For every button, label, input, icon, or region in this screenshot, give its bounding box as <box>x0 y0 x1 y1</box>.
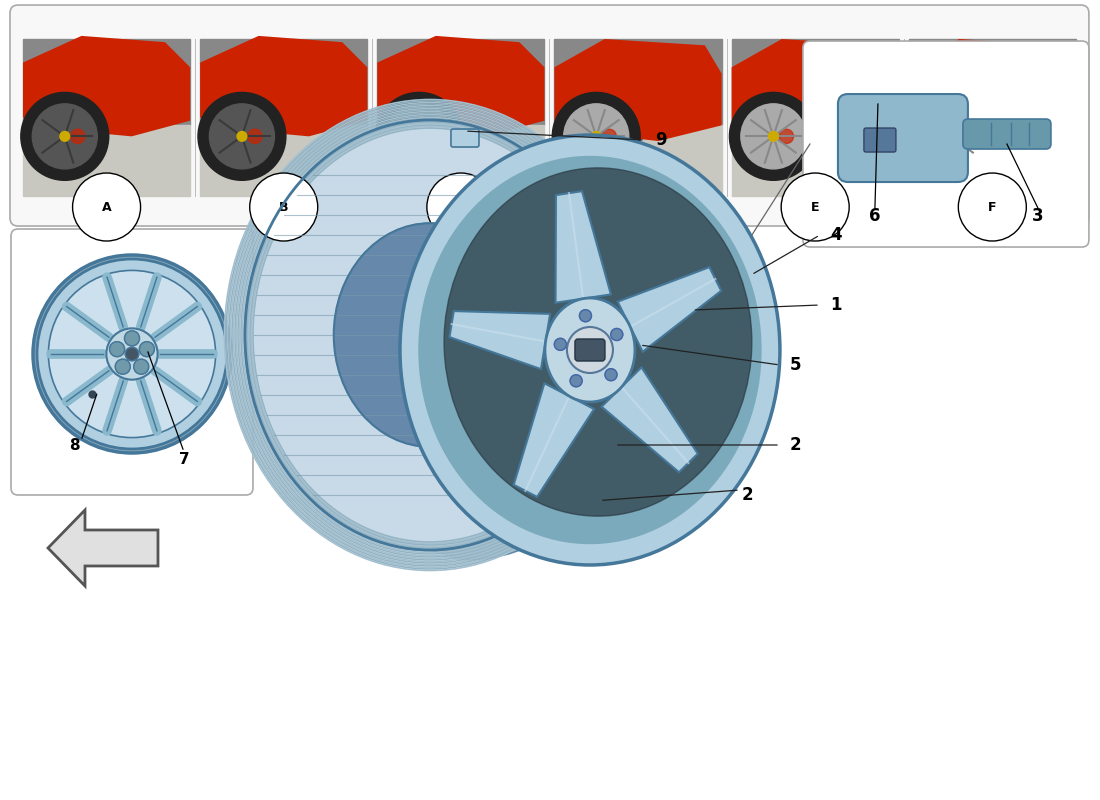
Text: 8: 8 <box>68 438 79 454</box>
Text: 2: 2 <box>790 436 802 454</box>
Bar <box>554 126 722 196</box>
Text: a passion for parts: a passion for parts <box>351 326 609 434</box>
Bar <box>732 126 899 196</box>
Polygon shape <box>732 39 899 141</box>
Bar <box>909 39 1076 126</box>
Ellipse shape <box>333 223 526 446</box>
Circle shape <box>741 104 806 169</box>
Text: DEPOT: DEPOT <box>886 178 1075 226</box>
Circle shape <box>59 131 69 142</box>
Ellipse shape <box>419 157 761 543</box>
Circle shape <box>552 93 640 180</box>
Circle shape <box>554 338 566 350</box>
Text: since 1985: since 1985 <box>485 399 615 461</box>
Circle shape <box>33 255 231 453</box>
Text: 3: 3 <box>1032 207 1044 225</box>
Polygon shape <box>602 367 697 472</box>
Circle shape <box>779 130 793 143</box>
Text: E: E <box>811 201 819 214</box>
FancyBboxPatch shape <box>11 229 253 495</box>
Ellipse shape <box>245 120 615 550</box>
Circle shape <box>956 130 970 143</box>
Text: B: B <box>279 201 288 214</box>
Bar <box>200 126 367 196</box>
FancyBboxPatch shape <box>10 5 1089 226</box>
Circle shape <box>209 104 275 169</box>
Text: A: A <box>102 201 111 214</box>
Circle shape <box>107 328 157 380</box>
Circle shape <box>198 93 286 180</box>
Bar <box>23 126 190 196</box>
Circle shape <box>21 93 109 180</box>
Circle shape <box>563 104 629 169</box>
Text: 1: 1 <box>829 296 842 314</box>
Text: C: C <box>456 201 465 214</box>
Polygon shape <box>450 311 550 369</box>
Circle shape <box>248 130 262 143</box>
Text: 4: 4 <box>829 226 842 244</box>
Polygon shape <box>556 191 610 302</box>
Circle shape <box>125 347 139 361</box>
Circle shape <box>32 104 97 169</box>
Circle shape <box>566 327 613 373</box>
Circle shape <box>415 131 424 142</box>
Bar <box>200 39 367 126</box>
FancyBboxPatch shape <box>451 129 478 147</box>
Circle shape <box>375 93 463 180</box>
Polygon shape <box>554 39 722 141</box>
Circle shape <box>48 270 216 438</box>
Bar <box>909 126 1076 196</box>
Polygon shape <box>909 39 1076 141</box>
Text: 5: 5 <box>790 356 802 374</box>
Circle shape <box>918 104 983 169</box>
Ellipse shape <box>400 135 780 565</box>
Circle shape <box>602 130 616 143</box>
Bar <box>554 39 722 126</box>
Circle shape <box>769 131 779 142</box>
Polygon shape <box>617 267 722 352</box>
Circle shape <box>37 259 227 449</box>
Polygon shape <box>514 383 594 497</box>
Text: 7: 7 <box>178 453 189 467</box>
Circle shape <box>134 359 148 374</box>
Circle shape <box>570 374 582 386</box>
Circle shape <box>124 331 140 346</box>
Circle shape <box>605 369 617 381</box>
FancyBboxPatch shape <box>803 41 1089 247</box>
Circle shape <box>238 131 246 142</box>
Polygon shape <box>430 120 650 560</box>
Circle shape <box>140 342 154 357</box>
Circle shape <box>110 342 124 357</box>
Circle shape <box>946 131 956 142</box>
Text: D: D <box>632 201 644 214</box>
Ellipse shape <box>544 298 635 402</box>
Polygon shape <box>23 36 190 136</box>
Circle shape <box>592 131 601 142</box>
Polygon shape <box>377 36 544 136</box>
Bar <box>377 126 544 196</box>
Circle shape <box>580 310 592 322</box>
FancyBboxPatch shape <box>575 339 605 361</box>
Text: 2: 2 <box>741 486 754 504</box>
Circle shape <box>425 130 439 143</box>
FancyBboxPatch shape <box>838 94 968 182</box>
Circle shape <box>906 93 994 180</box>
Text: F: F <box>988 201 997 214</box>
Circle shape <box>729 93 817 180</box>
Circle shape <box>116 359 130 374</box>
Polygon shape <box>48 510 158 586</box>
Circle shape <box>610 329 623 341</box>
Text: 9: 9 <box>654 131 667 149</box>
Text: 6: 6 <box>869 207 881 225</box>
Polygon shape <box>200 36 367 136</box>
Bar <box>732 39 899 126</box>
Bar <box>377 39 544 126</box>
Text: EURO: EURO <box>884 130 1075 190</box>
Ellipse shape <box>444 168 751 516</box>
Circle shape <box>70 130 85 143</box>
Circle shape <box>386 104 452 169</box>
FancyBboxPatch shape <box>962 119 1050 149</box>
FancyBboxPatch shape <box>864 128 895 152</box>
Bar <box>23 39 190 126</box>
